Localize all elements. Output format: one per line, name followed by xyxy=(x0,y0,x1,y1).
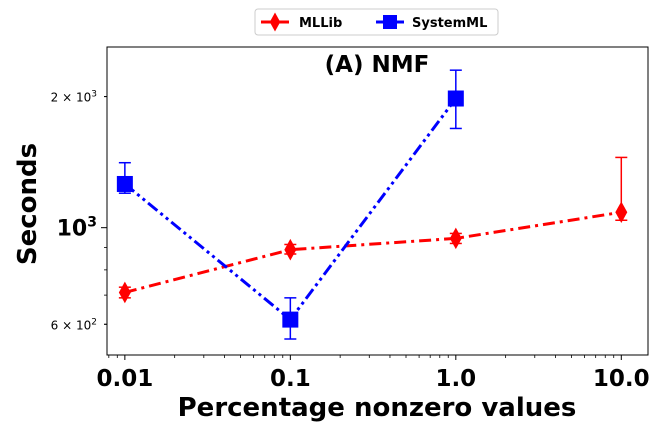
x-tick-label: 10.0 xyxy=(593,366,650,392)
y-tick-label: 103 xyxy=(57,215,97,242)
diamond-marker xyxy=(118,281,131,304)
square-marker xyxy=(447,90,464,107)
legend: MLLib SystemML xyxy=(254,8,499,36)
x-tick-label: 0.1 xyxy=(270,366,311,392)
square-marker xyxy=(282,311,299,328)
series-line xyxy=(123,97,458,322)
diamond-marker xyxy=(449,227,462,250)
square-marker xyxy=(383,15,397,29)
legend-label: SystemML xyxy=(412,16,487,31)
x-axis-label: Percentage nonzero values xyxy=(178,393,577,423)
diamond-marker xyxy=(615,201,628,224)
y-tick-label: 6 × 102 xyxy=(51,317,97,332)
y-tick-label: 2 × 103 xyxy=(51,90,97,105)
chart-title: (A) NMF xyxy=(325,52,430,78)
series-line xyxy=(124,210,622,294)
plot-frame xyxy=(106,46,649,356)
legend-label: MLLib xyxy=(299,16,342,31)
x-tick-label: 1.0 xyxy=(435,366,476,392)
square-marker xyxy=(116,175,133,192)
y-axis-label: Seconds xyxy=(13,143,43,265)
diamond-marker xyxy=(284,238,297,261)
series-mllib xyxy=(118,156,628,304)
series-systemml xyxy=(116,69,464,340)
diamond-marker xyxy=(269,12,281,32)
x-tick-label: 0.01 xyxy=(96,366,153,392)
